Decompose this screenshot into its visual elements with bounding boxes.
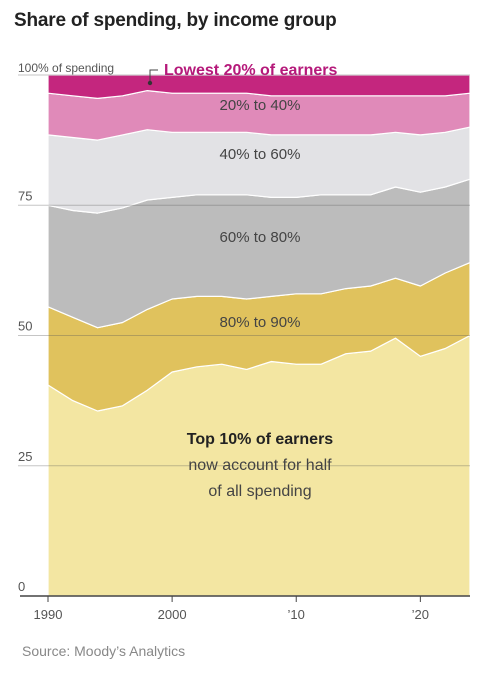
x-tick-label: 1990: [34, 607, 63, 622]
gridlines: 0 25 50 75 100% of spending: [18, 61, 470, 594]
band-label-60-to-80-: 60% to 80%: [220, 229, 301, 246]
lowest-leader-line: [149, 69, 158, 82]
x-tick-label: ’10: [288, 607, 305, 622]
y-tick-label: 25: [18, 449, 32, 464]
annotation-line-2: now account for half: [188, 457, 332, 474]
y-tick-label: 50: [18, 319, 32, 334]
area-layers: [47, 74, 471, 597]
x-tick-label: 2000: [158, 607, 187, 622]
y-tick-label: 0: [18, 579, 25, 594]
annotation-line-3: of all spending: [208, 483, 311, 500]
y-tick-label: 100% of spending: [18, 61, 114, 75]
lowest-leader-dot: [147, 80, 153, 86]
x-tick-label: ’20: [412, 607, 429, 622]
band-label-40-to-60-: 40% to 60%: [220, 146, 301, 163]
x-axis: 1990 2000 ’10 ’20: [20, 595, 470, 622]
band-labels: 80% to 90% 60% to 80% 40% to 60% 20% to 40%…: [147, 62, 338, 500]
band-label-20-to-40-: 20% to 40%: [220, 97, 301, 114]
band-label-80-to-90-: 80% to 90%: [220, 314, 301, 331]
band-label-lowest-20-of-earners: Lowest 20% of earners: [164, 62, 338, 79]
source-note: Source: Moody’s Analytics: [22, 643, 186, 659]
chart-title: Share of spending, by income group: [14, 10, 337, 31]
area-lowest-20-of-earners: [47, 74, 471, 99]
annotation-top-10: Top 10% of earners: [187, 431, 334, 448]
y-tick-label: 75: [18, 188, 32, 203]
